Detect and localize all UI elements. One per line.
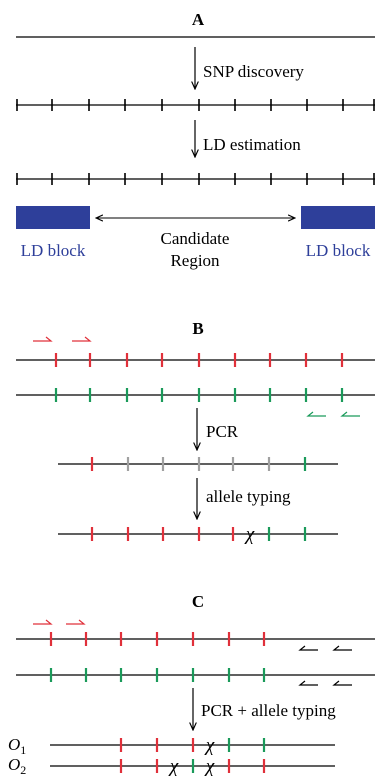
o2-crossover-symbol-2: χ [204, 756, 215, 776]
forward-primer-2 [72, 336, 92, 342]
panel-c: C PCR + allele typing O1 χ O2 χ χ [8, 592, 375, 776]
o1-label: O1 [8, 735, 26, 757]
reverse-primer-2 [340, 411, 360, 417]
forward-primer-c1 [33, 619, 53, 625]
haplotype-green-row [16, 388, 375, 402]
candidate-region-label-line2: Region [170, 251, 220, 270]
pcr-label: PCR [206, 422, 239, 441]
o2-crossover-symbol-1: χ [168, 756, 179, 776]
offspring-1-row [50, 738, 335, 752]
pcr-product-row [58, 457, 338, 471]
o2-label: O2 [8, 755, 26, 776]
left-ld-block-label: LD block [21, 241, 86, 260]
panel-a-label: A [192, 10, 205, 29]
crossover-symbol: χ [244, 524, 255, 545]
haplotype-red-row [16, 353, 375, 367]
forward-primer-c2 [66, 619, 86, 625]
reverse-primer-c1 [298, 645, 318, 651]
ld-marker-row [16, 173, 375, 185]
snp-discovery-label: SNP discovery [203, 62, 304, 81]
ld-estimation-label: LD estimation [203, 135, 301, 154]
right-ld-block-label: LD block [306, 241, 371, 260]
pcr-allele-typing-label: PCR + allele typing [201, 701, 336, 720]
reverse-primer-1 [306, 411, 326, 417]
panel-c-label: C [192, 592, 204, 611]
typed-product-row [58, 527, 338, 541]
panel-b-label: B [192, 319, 203, 338]
reverse-primer-c3 [298, 680, 318, 686]
o1-crossover-symbol: χ [204, 735, 215, 756]
allele-typing-label: allele typing [206, 487, 291, 506]
snp-marker-row [16, 99, 375, 111]
reverse-primer-c2 [332, 645, 352, 651]
right-ld-block [301, 206, 375, 229]
panel-b: B PCR allele typing χ [16, 319, 375, 545]
offspring-2-row [50, 759, 335, 773]
forward-primer-1 [33, 336, 53, 342]
panel-a: A SNP discovery LD estimation LD block L… [16, 10, 375, 270]
haplotype-green-row-c [16, 668, 375, 682]
haplotype-red-row-c [16, 632, 375, 646]
candidate-region-label-line1: Candidate [161, 229, 230, 248]
left-ld-block [16, 206, 90, 229]
reverse-primer-c4 [332, 680, 352, 686]
